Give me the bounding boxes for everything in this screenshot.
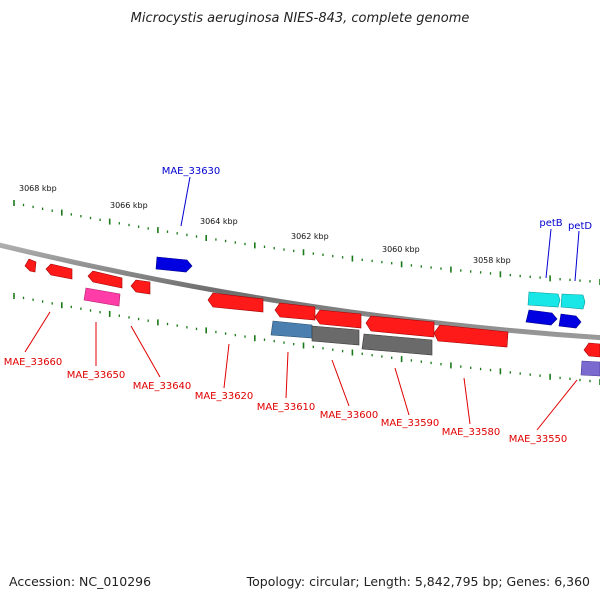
gene-mae33620[interactable] <box>207 292 264 313</box>
kbp-label-3066: 3066 kbp <box>110 201 148 210</box>
gene-mae33590-a[interactable] <box>365 315 435 338</box>
gene-mae33600-b[interactable] <box>311 325 360 346</box>
gene-mae33600-a[interactable] <box>314 309 362 329</box>
leader-line-petd <box>574 230 580 282</box>
label-mae33610[interactable]: MAE_33610 <box>257 402 316 413</box>
kbp-label-3068: 3068 kbp <box>19 184 57 193</box>
kbp-labels: 3068 kbp 3066 kbp 3064 kbp 3062 kbp 3060… <box>19 184 511 265</box>
gene-petb[interactable] <box>527 291 561 308</box>
kbp-label-3060: 3060 kbp <box>382 245 420 254</box>
gene-mae33560-b[interactable] <box>558 313 582 329</box>
gene-mae33590-b[interactable] <box>361 333 433 356</box>
leader-line-mae33660 <box>24 311 51 353</box>
label-mae33580[interactable]: MAE_33580 <box>442 427 501 438</box>
gene-mae33560-a[interactable] <box>525 309 558 326</box>
leader-lines <box>24 176 580 431</box>
leader-line-mae33580 <box>463 377 471 425</box>
leader-line-mae33610 <box>285 351 289 399</box>
gene-mae33580[interactable] <box>433 324 509 348</box>
label-mae33600[interactable]: MAE_33600 <box>320 410 379 421</box>
gene-mae33550-b[interactable] <box>580 360 600 377</box>
inner-tick-track <box>13 293 600 385</box>
gene-petd[interactable] <box>560 293 586 310</box>
leader-line-mae33590 <box>394 367 410 416</box>
gene-mae33630[interactable] <box>155 256 193 273</box>
kbp-label-3064: 3064 kbp <box>200 217 238 226</box>
genes-outer-strand <box>155 256 586 310</box>
label-mae33550[interactable]: MAE_33550 <box>509 434 568 445</box>
gene-mae33550-a[interactable] <box>583 342 600 358</box>
kbp-label-3058: 3058 kbp <box>473 256 511 265</box>
label-mae33590[interactable]: MAE_33590 <box>381 418 440 429</box>
label-mae33630[interactable]: MAE_33630 <box>162 166 221 177</box>
label-mae33620[interactable]: MAE_33620 <box>195 391 254 402</box>
gene-mae33610-b[interactable] <box>270 320 313 339</box>
label-mae33640[interactable]: MAE_33640 <box>133 381 192 392</box>
label-petb[interactable]: petB <box>539 218 562 229</box>
label-mae33660[interactable]: MAE_33660 <box>4 357 63 368</box>
accession-text: Accession: NC_010296 <box>9 574 151 589</box>
genes-inner-strand <box>24 258 600 377</box>
leader-line-mae33640 <box>130 325 161 378</box>
kbp-label-3062: 3062 kbp <box>291 232 329 241</box>
leader-line-petb <box>545 228 552 279</box>
outer-tick-track <box>13 200 600 285</box>
leader-line-mae33550 <box>536 379 578 431</box>
gene-mae33650-b[interactable] <box>83 287 121 307</box>
label-mae33650[interactable]: MAE_33650 <box>67 370 126 381</box>
genome-summary-text: Topology: circular; Length: 5,842,795 bp… <box>246 574 590 589</box>
genome-title: Microcystis aeruginosa NIES-843, complet… <box>131 11 470 26</box>
leader-line-mae33630 <box>180 176 191 227</box>
gene-labels: MAE_33630 petB petD MAE_33660 MAE_33650 … <box>4 166 593 445</box>
gene-small-left[interactable] <box>24 258 37 273</box>
leader-line-mae33600 <box>331 359 350 407</box>
leader-line-mae33620 <box>223 343 230 389</box>
genome-backbone <box>0 242 600 341</box>
gene-mae33650-a[interactable] <box>87 270 123 289</box>
gene-mae33660[interactable] <box>45 263 73 280</box>
label-petd[interactable]: petD <box>568 221 592 232</box>
gene-mae33610-a[interactable] <box>274 302 316 321</box>
gene-mae33640[interactable] <box>130 279 151 295</box>
